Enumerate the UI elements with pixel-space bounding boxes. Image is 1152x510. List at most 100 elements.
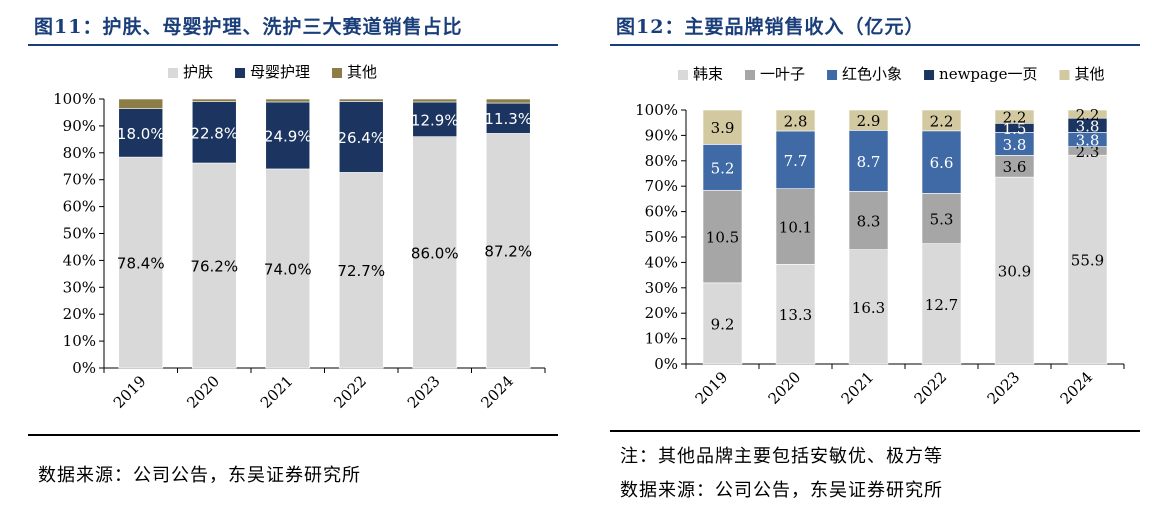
- right-data-label: 13.3: [779, 306, 812, 324]
- left-data-label: 24.9%: [264, 127, 312, 145]
- right-x-tick-label: 2020: [765, 368, 805, 408]
- right-x-tick-label: 2021: [838, 368, 878, 408]
- right-data-label: 55.9: [1071, 252, 1104, 270]
- left-bar-segment: [338, 101, 384, 173]
- right-legend-swatch-0: [678, 70, 688, 80]
- right-bar-segment: [702, 109, 743, 145]
- right-bar-segment: [848, 249, 889, 365]
- right-stacked-bar-chart: 韩束 一叶子 红色小象 newpage一页 其他 0% 10% 20% 30% 40% 50% 60%…: [635, 65, 1125, 408]
- left-stacked-bar-chart: 护肤 母婴护理 其他 0% 10% 20% 30% 40% 50% 60% 70% 80% 90% 100…: [53, 63, 546, 412]
- right-data-label: 3.6: [1003, 158, 1027, 176]
- right-bar-segment: [775, 109, 816, 132]
- right-data-label: 30.9: [998, 263, 1031, 281]
- left-y-tick-label: 80%: [63, 144, 96, 162]
- right-data-label: 5.3: [930, 211, 954, 229]
- left-y-tick-label: 10%: [63, 332, 96, 350]
- right-bar-segment: [702, 189, 743, 284]
- left-data-label: 22.8%: [190, 124, 238, 142]
- right-data-label: 3.8: [1003, 136, 1027, 154]
- right-bar-segment: [921, 109, 962, 132]
- left-x-tick-label: 2022: [330, 372, 370, 412]
- left-bar-segment: [485, 133, 531, 369]
- left-x-tick-label: 2023: [404, 372, 444, 412]
- left-bar-segment: [338, 98, 384, 102]
- left-y-tick-label: 30%: [63, 278, 96, 296]
- left-bar-segment: [118, 98, 164, 109]
- right-y-tick-label: 60%: [645, 203, 678, 221]
- right-data-label: 5.2: [711, 159, 735, 177]
- right-bottom-rule: [610, 430, 1140, 432]
- right-data-label: 9.2: [711, 315, 735, 333]
- left-x-tick-label: 2020: [183, 372, 223, 412]
- right-y-tick-label: 0%: [654, 355, 678, 373]
- right-bar-segment: [994, 176, 1035, 365]
- left-bottom-rule: [28, 434, 558, 436]
- left-x-tick-label: 2021: [257, 372, 297, 412]
- left-bar-segment: [485, 98, 531, 104]
- right-data-label: 2.9: [857, 112, 881, 130]
- right-legend-swatch-3: [924, 70, 935, 80]
- right-y-tick-label: 100%: [635, 101, 678, 119]
- right-legend-label-4: 其他: [1074, 65, 1104, 83]
- right-source-note: 数据来源：公司公告，东吴证券研究所: [620, 480, 943, 501]
- right-data-label: 2.2: [1003, 109, 1027, 127]
- right-legend-label-2: 红色小象: [842, 65, 902, 83]
- right-data-label: 2.8: [784, 112, 808, 130]
- left-legend-swatch-2: [332, 68, 343, 78]
- left-data-label: 11.3%: [484, 110, 532, 128]
- right-data-label: 16.3: [852, 299, 885, 317]
- left-source-note: 数据来源：公司公告，东吴证券研究所: [38, 465, 361, 486]
- left-data-label: 74.0%: [264, 260, 312, 278]
- right-bar-segment: [775, 264, 816, 365]
- left-title-rule: [28, 44, 558, 46]
- right-y-tick-label: 90%: [645, 126, 678, 144]
- right-figure-title: 图12：主要品牌销售收入（亿元）: [616, 16, 925, 38]
- right-y-tick-label: 30%: [645, 279, 678, 297]
- right-legend-label-3: newpage一页: [939, 65, 1037, 83]
- right-bar-segment: [702, 282, 743, 365]
- left-data-label: 76.2%: [190, 258, 238, 276]
- right-bar-segment: [921, 130, 962, 194]
- right-bar-segment: [921, 193, 962, 244]
- right-data-label: 7.7: [784, 152, 808, 170]
- right-y-tick-label: 10%: [645, 330, 678, 348]
- left-bar-segment: [485, 102, 531, 134]
- right-bar-segment: [848, 191, 889, 250]
- left-data-label: 26.4%: [337, 129, 385, 147]
- left-y-tick-label: 100%: [53, 90, 96, 108]
- left-y-tick-label: 40%: [63, 251, 96, 269]
- left-bar-segment: [191, 101, 237, 164]
- right-data-label: 2.3: [1076, 143, 1100, 161]
- left-bar-segment: [118, 108, 164, 158]
- left-bar-segment: [118, 156, 164, 369]
- left-bar-segment: [191, 98, 237, 102]
- left-bar-segment: [191, 162, 237, 369]
- left-bar-segment: [338, 172, 384, 369]
- left-bar-segment: [412, 136, 458, 369]
- right-bar-segment: [994, 109, 1035, 124]
- right-legend-swatch-4: [1059, 70, 1070, 80]
- left-y-tick-label: 90%: [63, 117, 96, 135]
- right-bar-segment: [775, 188, 816, 265]
- right-figure-panel: 图12：主要品牌销售收入（亿元） 韩束 一叶子 红色小象 newpage一页 其他 0% 1…: [600, 0, 1152, 510]
- left-data-label: 72.7%: [337, 262, 385, 280]
- right-bar-segment: [1067, 154, 1108, 365]
- right-data-label: 3.9: [711, 119, 735, 137]
- left-y-tick-label: 70%: [63, 171, 96, 189]
- left-bar-segment: [265, 101, 311, 170]
- left-y-tick-label: 50%: [63, 225, 96, 243]
- right-data-label: 10.1: [779, 219, 812, 237]
- left-legend-label-1: 母婴护理: [250, 63, 310, 81]
- left-x-tick-label: 2024: [477, 372, 517, 412]
- right-legend-label-0: 韩束: [693, 65, 723, 83]
- right-bar-segment: [1067, 109, 1108, 119]
- left-data-label: 86.0%: [411, 244, 459, 262]
- right-data-label: 6.6: [930, 154, 954, 172]
- right-footnote: 注：其他品牌主要包括安敏优、极方等: [620, 446, 943, 467]
- right-legend-label-1: 一叶子: [760, 65, 805, 83]
- left-legend-label-2: 其他: [347, 63, 377, 81]
- left-data-label: 12.9%: [411, 111, 459, 129]
- right-y-tick-label: 40%: [645, 253, 678, 271]
- left-y-tick-label: 60%: [63, 198, 96, 216]
- left-legend-swatch-1: [235, 68, 246, 78]
